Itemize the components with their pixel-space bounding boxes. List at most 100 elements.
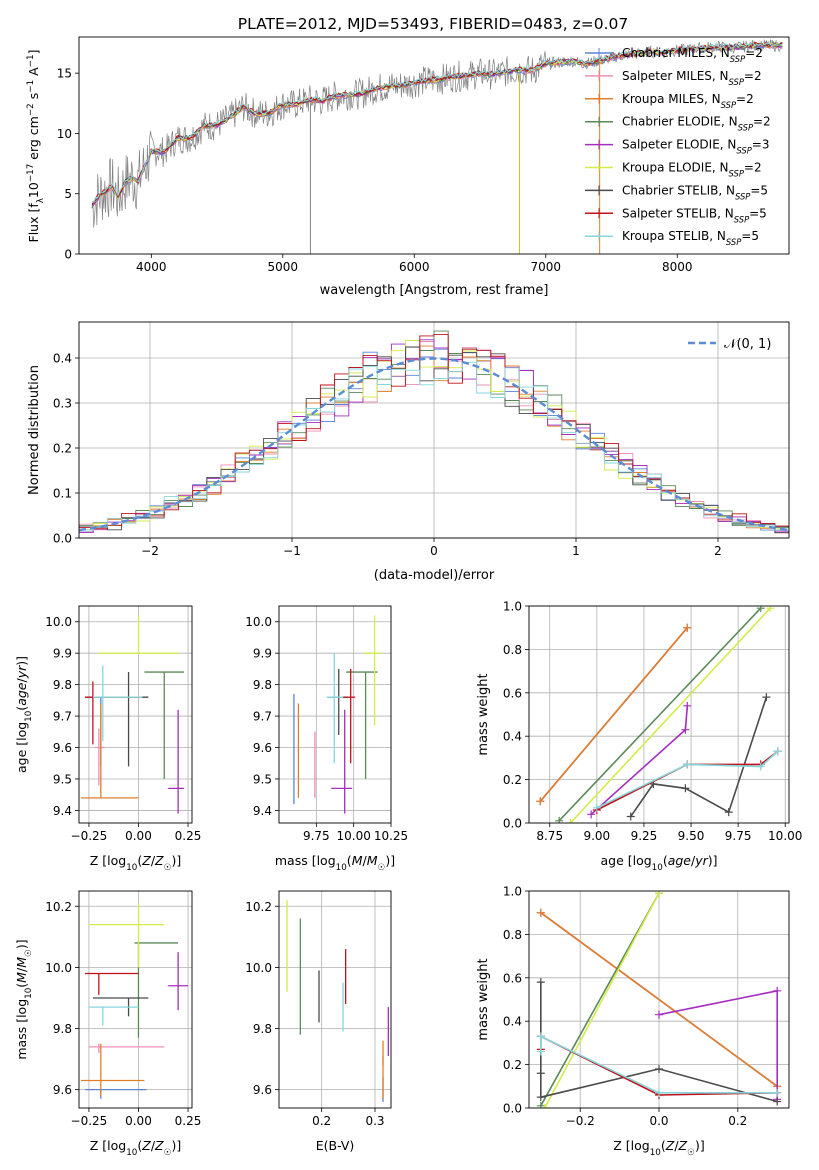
weight-marker bbox=[555, 816, 564, 823]
text-span: )] bbox=[695, 1138, 705, 1153]
legend-entry: Salpeter MILES, NSSP=2 bbox=[622, 69, 762, 87]
y-tick-label: 9.9 bbox=[53, 647, 72, 661]
y-tick-label: 9.6 bbox=[53, 741, 72, 755]
text-span: Z [log bbox=[613, 1138, 649, 1153]
text-span: M bbox=[14, 972, 29, 983]
axes-mass_vs_z: −0.25 0.00 0.259.69.810.010.2Z [log10(Z/Z☉… bbox=[14, 890, 201, 1158]
text-span: λ bbox=[36, 198, 46, 203]
legend-entry: Salpeter ELODIE, NSSP=3 bbox=[622, 138, 770, 156]
plot-area bbox=[80, 903, 189, 1099]
y-tick-label: 0.6 bbox=[503, 686, 522, 700]
y-tick-label: 0.2 bbox=[503, 773, 522, 787]
text-span: age [log bbox=[600, 853, 651, 868]
text-span: )] bbox=[708, 853, 718, 868]
text-span: Salpeter STELIB, N bbox=[622, 206, 734, 220]
axes-weight_vs_z: −0.2 0.0 0.20.00.20.40.60.81.0Z [log10(Z/Z… bbox=[476, 885, 790, 1158]
legend-entry: Chabrier MILES, NSSP=2 bbox=[622, 46, 763, 64]
text-span: )] bbox=[385, 853, 395, 868]
text-span: −1 bbox=[26, 80, 36, 93]
x-tick-label: 8.75 bbox=[536, 829, 563, 843]
x-axis-label: Z [log10(Z/Z☉)] bbox=[613, 1138, 705, 1158]
histogram-kroupa-stelib bbox=[79, 361, 789, 538]
weight-marker bbox=[655, 1010, 663, 1019]
plot-area bbox=[536, 606, 782, 823]
legend: Chabrier MILES, NSSP=2 Salpeter MILES, NS… bbox=[585, 46, 771, 247]
figure-title: PLATE=2012, MJD=53493, FIBERID=0483, z=0… bbox=[238, 15, 628, 33]
x-tick-label: 0.0 bbox=[649, 1114, 668, 1128]
weight-marker bbox=[681, 725, 690, 734]
text-span: age bbox=[14, 682, 29, 706]
x-axis-label: mass [log10(M/M☉)] bbox=[275, 853, 395, 873]
y-tick-label: 9.7 bbox=[253, 710, 272, 724]
normal-curve bbox=[79, 357, 789, 532]
y-tick-label: 10.0 bbox=[245, 961, 272, 975]
axes-frame bbox=[78, 605, 193, 824]
weight-marker bbox=[536, 1032, 545, 1041]
weight-line bbox=[569, 607, 771, 823]
plot-area bbox=[293, 615, 381, 814]
y-tick-label: 0.0 bbox=[53, 532, 72, 546]
weight-marker bbox=[540, 1104, 549, 1108]
weight-marker bbox=[683, 760, 692, 769]
plot-area bbox=[79, 330, 789, 538]
y-tick-label: 9.8 bbox=[53, 678, 72, 692]
y-tick-label: 10.2 bbox=[245, 900, 272, 914]
text-span: Z bbox=[141, 1138, 151, 1153]
model-line bbox=[91, 42, 783, 204]
text-span: mass [log bbox=[275, 853, 336, 868]
weight-marker bbox=[626, 812, 635, 821]
weight-line bbox=[630, 696, 768, 817]
text-span: / bbox=[674, 1138, 679, 1153]
weight-marker bbox=[536, 1101, 545, 1108]
text-span: ☉ bbox=[164, 1148, 172, 1158]
x-axis-label: Z [log10(Z/Z☉)] bbox=[90, 853, 182, 873]
grid bbox=[79, 606, 192, 823]
text-span: ( bbox=[661, 1138, 666, 1153]
y-tick-label: 9.8 bbox=[53, 1022, 72, 1036]
axes-frame bbox=[78, 321, 790, 539]
weight-marker bbox=[756, 606, 765, 613]
y-tick-label: 10.0 bbox=[45, 961, 72, 975]
legend-entry: Kroupa MILES, NSSP=2 bbox=[622, 92, 754, 110]
weight-line bbox=[596, 750, 779, 811]
weight-line bbox=[590, 705, 689, 815]
y-tick-label: 0 bbox=[64, 248, 72, 262]
weight-marker bbox=[655, 891, 663, 898]
x-tick-label: 9.25 bbox=[631, 829, 658, 843]
text-span: ☉ bbox=[24, 949, 34, 957]
weight-marker bbox=[655, 1064, 663, 1073]
text-span: / bbox=[151, 1138, 156, 1153]
text-span: Z bbox=[154, 1138, 164, 1153]
y-axis-label: Flux [fλ10−17 erg cm−2 s−1 A−1] bbox=[26, 50, 46, 243]
y-tick-label: 0.3 bbox=[53, 397, 72, 411]
text-span: =2 bbox=[736, 92, 754, 106]
x-axis-label: wavelength [Angstrom, rest frame] bbox=[320, 283, 549, 298]
weight-marker bbox=[724, 808, 733, 817]
weight-line bbox=[540, 912, 778, 1087]
text-span: E(B-V) bbox=[316, 1138, 355, 1153]
x-tick-label: 5000 bbox=[268, 260, 299, 274]
weight-marker bbox=[592, 803, 601, 812]
text-span: =2 bbox=[745, 46, 763, 60]
axes-frame bbox=[278, 605, 392, 824]
text-span: )] bbox=[171, 1138, 181, 1153]
plot-area bbox=[91, 39, 783, 254]
text-span: ( bbox=[14, 706, 29, 711]
x-tick-label: 0.2 bbox=[312, 1114, 331, 1128]
y-tick-label: 9.4 bbox=[253, 804, 272, 818]
y-axis-label: Normed distribution bbox=[27, 365, 42, 495]
text-span: SSP bbox=[730, 54, 746, 64]
text-span: )] bbox=[171, 853, 181, 868]
axes-age_vs_mass: 9.75 10.00 10.25 9.4 9.5 9.6 9.7 9.8 9.9 10.0 mass… bbox=[245, 605, 408, 873]
y-tick-label: 5 bbox=[64, 187, 72, 201]
y-tick-label: 0.8 bbox=[503, 928, 522, 942]
y-axis-label: mass weight bbox=[476, 673, 491, 755]
text-span: )] bbox=[14, 656, 29, 666]
text-span: SSP bbox=[735, 191, 751, 201]
weight-marker bbox=[773, 747, 782, 756]
plot-area bbox=[286, 900, 389, 1102]
x-axis-label: E(B-V) bbox=[316, 1138, 355, 1153]
text-span: 10 bbox=[126, 1148, 137, 1158]
y-tick-label: 10.2 bbox=[45, 900, 72, 914]
y-axis-label: mass weight bbox=[476, 958, 491, 1040]
